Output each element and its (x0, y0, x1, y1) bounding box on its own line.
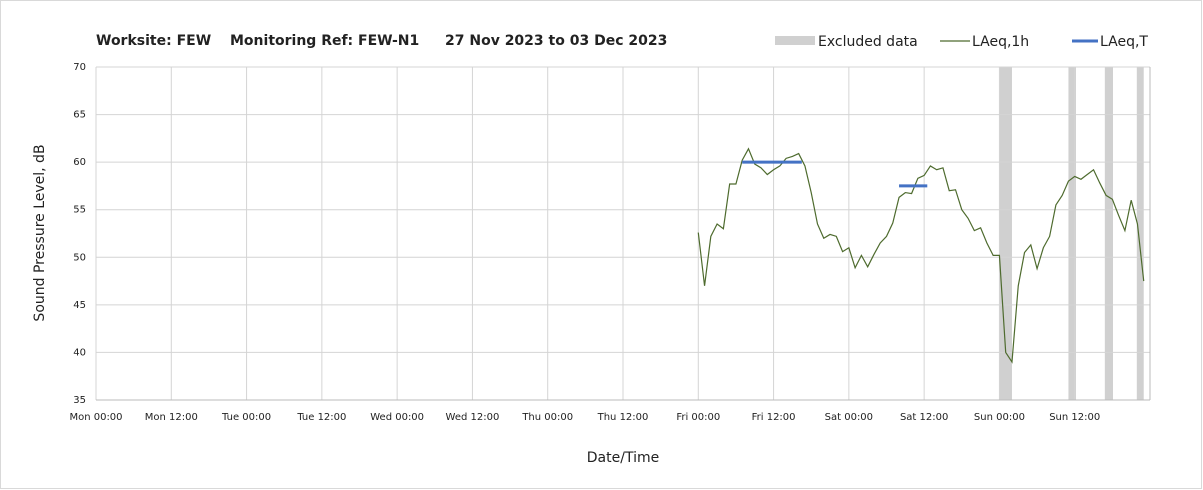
excluded-band (1068, 67, 1076, 400)
x-tick-label: Sat 12:00 (900, 412, 948, 423)
x-tick-label: Wed 00:00 (370, 412, 424, 423)
y-tick-label: 50 (73, 252, 86, 263)
y-tick-label: 45 (73, 300, 86, 311)
x-tick-label: Fri 00:00 (676, 412, 720, 423)
excluded-band (1104, 67, 1113, 400)
y-tick-label: 55 (73, 205, 86, 216)
legend-label: LAeq,T (1100, 34, 1148, 50)
x-tick-label: Sat 00:00 (825, 412, 873, 423)
x-tick-label: Sun 12:00 (1049, 412, 1100, 423)
x-tick-label: Tue 12:00 (296, 412, 346, 423)
x-tick-label: Fri 12:00 (752, 412, 796, 423)
y-tick-label: 40 (73, 347, 86, 358)
chart-title: 27 Nov 2023 to 03 Dec 2023 (445, 33, 667, 49)
legend-label: LAeq,1h (972, 34, 1029, 50)
excluded-band (999, 67, 1012, 400)
legend-label: Excluded data (818, 34, 918, 50)
legend-swatch (775, 36, 815, 45)
chart-title: Worksite: FEW (96, 33, 211, 49)
x-tick-label: Thu 00:00 (521, 412, 573, 423)
x-tick-label: Mon 00:00 (69, 412, 122, 423)
x-tick-label: Mon 12:00 (145, 412, 198, 423)
x-tick-label: Wed 12:00 (446, 412, 500, 423)
y-tick-label: 35 (73, 395, 86, 406)
y-tick-label: 60 (73, 157, 86, 168)
y-axis-label: Sound Pressure Level, dB (32, 144, 48, 321)
x-axis-label: Date/Time (587, 450, 659, 466)
y-tick-label: 65 (73, 110, 86, 121)
chart-title: Monitoring Ref: FEW-N1 (230, 33, 419, 49)
x-tick-label: Thu 12:00 (597, 412, 649, 423)
x-tick-label: Sun 00:00 (974, 412, 1025, 423)
y-tick-label: 70 (73, 62, 86, 73)
x-tick-label: Tue 00:00 (221, 412, 271, 423)
data-line (697, 147, 1145, 364)
excluded-band (1136, 67, 1144, 400)
